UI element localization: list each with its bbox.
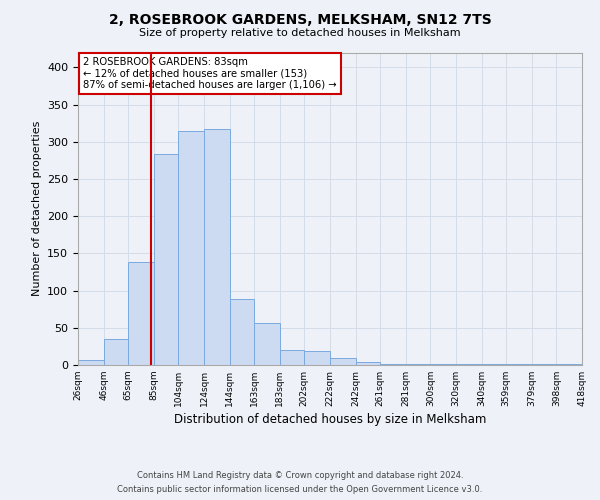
Bar xyxy=(254,322,280,365)
Bar xyxy=(330,358,356,365)
Bar xyxy=(430,364,456,365)
Bar xyxy=(178,130,204,365)
Bar xyxy=(456,364,482,365)
Y-axis label: Number of detached properties: Number of detached properties xyxy=(32,121,41,296)
Bar xyxy=(204,129,230,365)
Bar xyxy=(304,351,330,365)
Bar xyxy=(532,364,556,365)
Text: 2, ROSEBROOK GARDENS, MELKSHAM, SN12 7TS: 2, ROSEBROOK GARDENS, MELKSHAM, SN12 7TS xyxy=(109,12,491,26)
Bar xyxy=(482,364,506,365)
X-axis label: Distribution of detached houses by size in Melksham: Distribution of detached houses by size … xyxy=(174,413,486,426)
Text: 2 ROSEBROOK GARDENS: 83sqm
← 12% of detached houses are smaller (153)
87% of sem: 2 ROSEBROOK GARDENS: 83sqm ← 12% of deta… xyxy=(83,57,337,90)
Text: Size of property relative to detached houses in Melksham: Size of property relative to detached ho… xyxy=(139,28,461,38)
Bar xyxy=(506,364,532,365)
Bar xyxy=(230,299,254,365)
Bar xyxy=(356,362,380,365)
Bar xyxy=(380,364,406,365)
Text: Contains HM Land Registry data © Crown copyright and database right 2024.
Contai: Contains HM Land Registry data © Crown c… xyxy=(118,472,482,494)
Bar xyxy=(78,360,104,365)
Bar xyxy=(128,262,154,365)
Bar xyxy=(280,350,304,365)
Bar xyxy=(104,339,128,365)
Bar xyxy=(556,364,582,365)
Bar xyxy=(406,364,430,365)
Bar xyxy=(154,154,178,365)
